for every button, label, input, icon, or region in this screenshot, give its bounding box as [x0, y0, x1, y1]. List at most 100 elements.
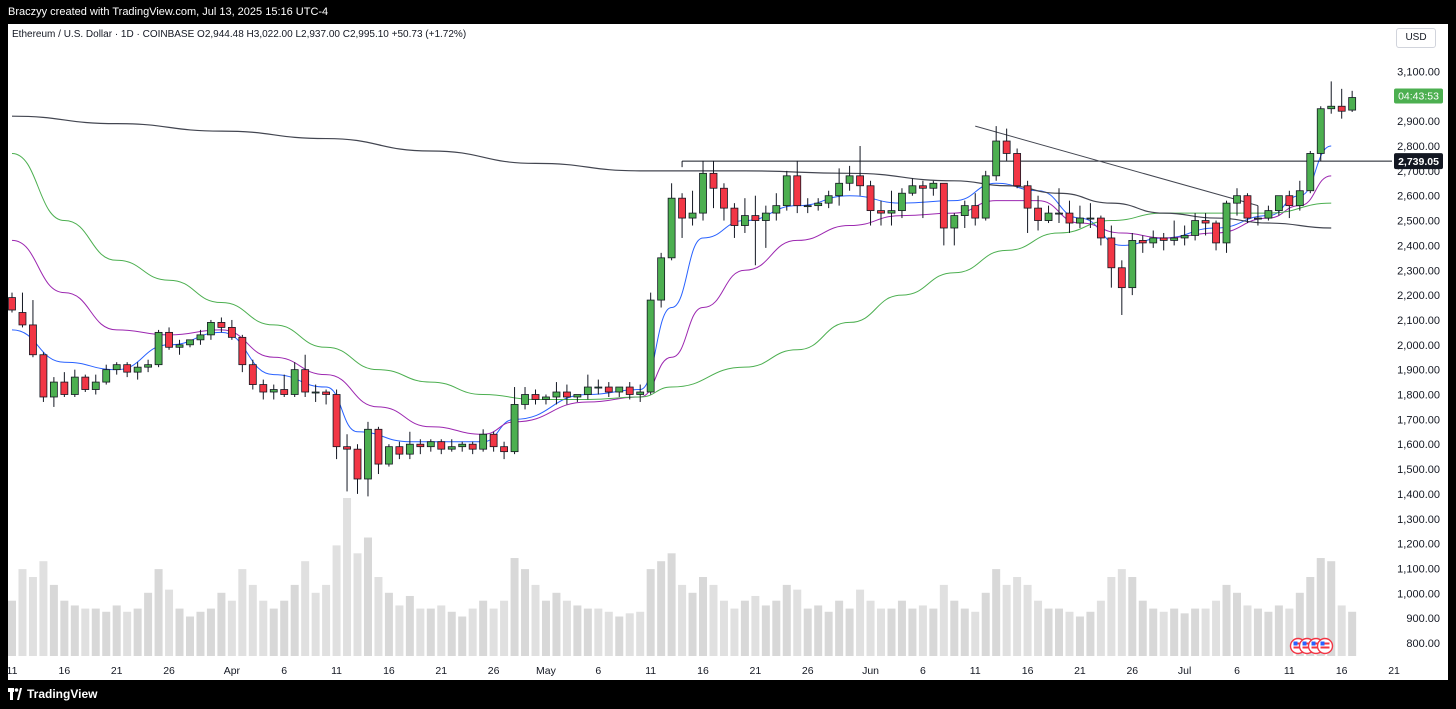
candle-body	[992, 140, 1001, 177]
candle-body	[8, 297, 16, 311]
sma_dark-line	[11, 115, 1332, 229]
candle-body	[468, 443, 477, 450]
candle-body	[594, 386, 603, 389]
volume-bar	[887, 608, 896, 656]
candle-body	[133, 366, 142, 373]
volume-bar	[1306, 577, 1315, 656]
volume-bar	[709, 584, 718, 656]
candle-body	[929, 182, 938, 189]
price-tick-label: 2,900.00	[1397, 116, 1440, 128]
volume-bar	[740, 600, 749, 656]
candle-body	[311, 391, 320, 394]
volume-bar	[730, 608, 739, 656]
candle-body	[604, 386, 613, 393]
footer-bar: TradingView	[0, 680, 1456, 709]
price-tick-label: 1,100.00	[1397, 563, 1440, 575]
time-tick-label: 16	[1022, 665, 1034, 677]
time-tick-label: 21	[750, 665, 762, 677]
volume-bar	[625, 613, 634, 656]
candle-body	[835, 182, 844, 197]
chart-frame[interactable]	[8, 24, 1448, 680]
time-tick-label: 21	[1388, 665, 1400, 677]
candle-body	[1149, 237, 1158, 244]
time-tick-label: 11	[331, 665, 342, 677]
time-axis: 11 16 21 26 Apr 6 11 16 21 26 May 6 11 16 21 26 Jun 6 11 16…	[7, 665, 1400, 677]
volume-bar	[322, 584, 331, 656]
candle-body	[385, 446, 393, 465]
candle-body	[269, 389, 278, 393]
volume-bar	[185, 616, 194, 656]
volume-bar	[248, 584, 257, 656]
candle-body	[458, 443, 467, 448]
candle-body	[144, 364, 153, 368]
volume-bar	[1191, 608, 1200, 656]
candle-body	[322, 391, 331, 395]
volume-bar	[918, 605, 927, 656]
candle-body	[154, 331, 163, 366]
volume-bar	[405, 595, 414, 656]
price-tick-label: 1,300.00	[1397, 514, 1440, 526]
volume-bar	[70, 605, 79, 656]
price-tick-label: 1,200.00	[1397, 539, 1440, 551]
candle-body	[563, 391, 571, 398]
candle-body	[950, 215, 959, 229]
candle-body	[238, 336, 247, 366]
candle-body	[1044, 212, 1053, 221]
volume-bar	[1180, 613, 1189, 656]
event-flag-canton	[1293, 641, 1298, 646]
volume-bar	[175, 608, 184, 656]
volume-bar	[929, 608, 938, 656]
candle-body	[887, 210, 896, 214]
event-flag-canton	[1302, 641, 1307, 646]
candle-body	[751, 215, 760, 221]
event-flag-stripe	[1293, 642, 1303, 645]
time-tick-label: 6	[281, 665, 287, 677]
volume-bar	[877, 608, 886, 656]
candle-body	[1002, 140, 1011, 154]
volume-bar	[343, 498, 352, 656]
time-tick-label: 26	[163, 665, 175, 677]
volume-bar	[573, 605, 582, 656]
candle-body	[877, 210, 885, 214]
volume-bar	[845, 608, 854, 656]
volume-bar	[374, 577, 383, 656]
candle-body	[426, 441, 435, 448]
volume-bar	[144, 592, 153, 656]
top-bar: Braczyy created with TradingView.com, Ju…	[0, 0, 1456, 24]
volume-bar	[992, 569, 1001, 656]
candle-body	[521, 394, 529, 405]
volume-bar	[552, 592, 561, 656]
volume-bar	[1170, 608, 1179, 656]
time-tick-label: 21	[1074, 665, 1086, 677]
volume-bar	[81, 608, 90, 656]
volume-bar	[541, 600, 550, 656]
volume-bar	[18, 569, 27, 656]
candle-body	[960, 205, 969, 216]
candle-body	[793, 175, 802, 207]
candle-body	[343, 446, 351, 450]
candle-body	[552, 391, 561, 398]
volume-bar	[1201, 608, 1210, 656]
volume-bar	[835, 600, 844, 656]
candle-body	[782, 175, 791, 207]
price-labels: 2,739.05 04:43:53	[1289, 88, 1443, 655]
candle-body	[186, 339, 194, 346]
volume-bar	[971, 611, 980, 656]
volume-bar	[1044, 608, 1053, 656]
volume-bar	[1055, 608, 1063, 656]
event-flag-stripe	[1311, 646, 1321, 649]
volume-bar	[1285, 608, 1294, 656]
volume-bar	[133, 608, 142, 656]
candle-body	[1348, 97, 1357, 111]
volume-bar	[814, 605, 823, 656]
time-tick-label: 16	[383, 665, 395, 677]
candle-body	[489, 433, 498, 448]
candle-body	[1159, 237, 1168, 241]
candle-body	[416, 443, 425, 448]
currency-button[interactable]: USD	[1396, 28, 1436, 48]
hline-price-label: 2,739.05	[1398, 156, 1439, 168]
candle-body	[395, 446, 404, 455]
candle-body	[772, 205, 781, 214]
candle-body	[824, 195, 833, 204]
